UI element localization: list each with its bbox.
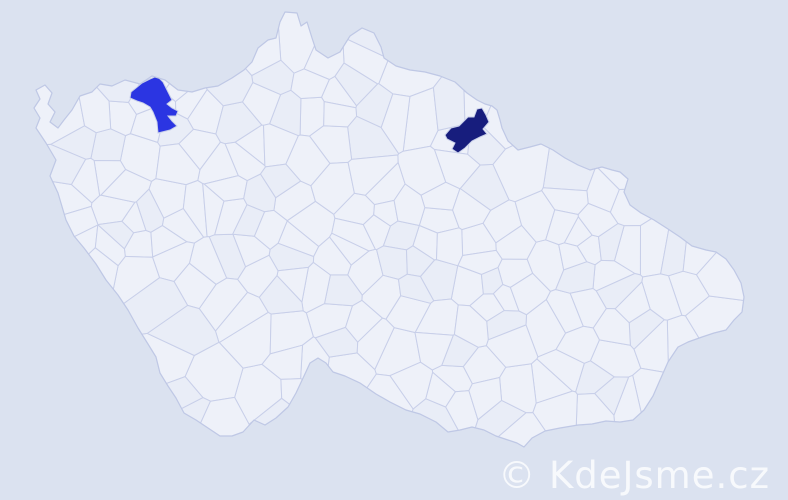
district-cell [485, 324, 539, 368]
district-cell [253, 209, 288, 250]
district-cell [361, 274, 402, 320]
district-cell [331, 217, 376, 252]
highlighted-district-northwest [129, 75, 179, 134]
kdejsme-watermark: © KdeJsme.cz [498, 454, 770, 497]
district-cell [290, 68, 330, 99]
district-cell [155, 143, 201, 186]
district-cell [436, 227, 464, 267]
district-cell [457, 249, 503, 275]
district-cell [453, 304, 489, 348]
district-cell [406, 245, 435, 277]
district-cell [356, 317, 395, 370]
district-cell [260, 163, 302, 199]
district-cell [100, 169, 152, 203]
district-cell [545, 209, 579, 246]
district-cell [393, 183, 426, 226]
district-cell [614, 281, 651, 324]
district-cell [555, 325, 600, 364]
district-cell [232, 204, 266, 237]
district-cell [558, 242, 588, 271]
district-cell [258, 275, 304, 315]
district-cell [312, 236, 352, 276]
district-cell [397, 145, 447, 196]
district-cell [398, 273, 435, 304]
district-cell [468, 377, 503, 421]
district-cell [34, 143, 87, 185]
district-cell [480, 266, 504, 295]
district-cell [237, 254, 279, 298]
country-outline [33, 11, 745, 448]
highlighted-district-northeast [444, 107, 490, 154]
district-cell [452, 188, 492, 231]
district-cell [414, 331, 454, 371]
district-cell [449, 412, 598, 447]
district-cell [323, 101, 358, 128]
district-cell [509, 272, 551, 316]
district-cell [459, 163, 510, 211]
highlighted-districts [129, 75, 490, 154]
